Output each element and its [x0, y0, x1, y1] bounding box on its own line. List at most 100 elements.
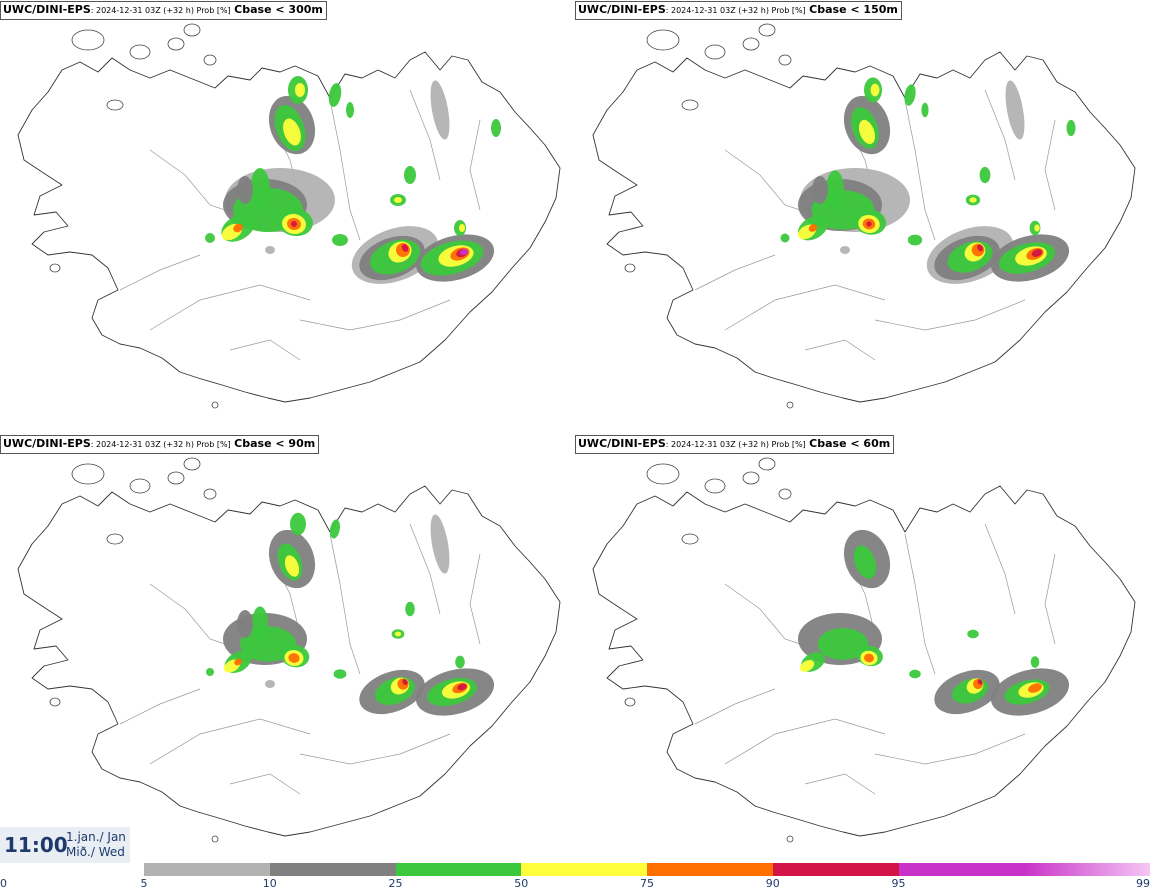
colorbar-segment	[144, 863, 271, 876]
district-boundary	[904, 533, 936, 675]
island	[106, 99, 124, 111]
colorbar-tick-label: 90	[765, 877, 780, 890]
probability-area	[921, 102, 929, 118]
iceland-map-300m	[17, 23, 561, 409]
island	[129, 44, 151, 60]
probability-area	[870, 83, 880, 97]
island	[704, 44, 726, 60]
district-boundary	[469, 119, 481, 211]
colorbar-tick-label: 75	[640, 877, 654, 890]
district-boundary	[904, 99, 936, 241]
district-boundary	[409, 89, 441, 181]
probability-area	[457, 683, 467, 691]
probability-area	[826, 170, 844, 210]
district-boundary	[724, 284, 886, 331]
district-boundary	[409, 523, 441, 615]
colorbar-segment	[898, 863, 1025, 876]
colorbar-segment	[647, 863, 774, 876]
colorbar-tick-label: 25	[388, 877, 403, 890]
island	[681, 99, 699, 111]
probability-area	[808, 224, 818, 232]
probability-area	[858, 119, 876, 145]
probability-area	[265, 680, 275, 688]
probability-area	[853, 545, 877, 579]
iceland-map-90m	[17, 457, 561, 843]
probability-area	[237, 610, 253, 638]
probability-area	[332, 234, 348, 246]
probability-area	[812, 176, 828, 204]
probability-area	[233, 223, 243, 233]
map-panel-60m: UWC/DINI-EPS: 2024-12-31 03Z (+32 h) Pro…	[575, 434, 1150, 871]
probability-area	[1005, 80, 1025, 140]
probability-area	[250, 168, 270, 212]
probability-area	[977, 244, 983, 252]
island	[71, 29, 105, 51]
district-boundary	[984, 523, 1016, 615]
district-boundary	[149, 284, 311, 331]
colorbar-tick-label: 99	[1136, 877, 1150, 890]
island	[646, 29, 680, 51]
island	[742, 37, 760, 51]
probability-area	[840, 246, 850, 254]
iceland-map-60m	[592, 457, 1136, 843]
panel-title: UWC/DINI-EPS: 2024-12-31 03Z (+32 h) Pro…	[0, 435, 320, 454]
probability-area	[234, 658, 242, 666]
probability-area	[402, 678, 408, 686]
probability-area	[799, 660, 815, 672]
district-boundary	[804, 339, 876, 361]
probability-area	[979, 166, 991, 184]
island	[704, 478, 726, 494]
probability-area	[780, 233, 790, 243]
probability-area	[283, 118, 301, 146]
probability-area	[346, 102, 354, 118]
colorbar-segment	[395, 863, 522, 876]
probability-area	[817, 628, 869, 660]
probability-area	[1028, 683, 1042, 693]
probability-area	[459, 224, 465, 232]
island	[49, 697, 61, 707]
island	[49, 263, 61, 273]
district-boundary	[804, 773, 876, 795]
colorbar-tick-label: 5	[140, 877, 148, 890]
probability-area	[265, 246, 275, 254]
colorbar-segment	[772, 863, 899, 876]
probability-area	[866, 221, 872, 227]
colorbar-segment	[1024, 863, 1150, 876]
district-boundary	[299, 733, 451, 765]
district-boundary	[874, 299, 1026, 331]
probability-area	[904, 84, 916, 106]
district-boundary	[984, 89, 1016, 181]
probability-area	[401, 244, 409, 252]
district-boundary	[469, 553, 481, 645]
probability-area	[394, 631, 402, 637]
island	[786, 401, 794, 409]
probability-area	[394, 197, 402, 203]
colorbar-segment	[269, 863, 396, 876]
probability-area	[977, 679, 983, 685]
probability-area	[333, 669, 347, 679]
map-panel-300m: UWC/DINI-EPS: 2024-12-31 03Z (+32 h) Pro…	[0, 0, 575, 437]
island	[167, 37, 185, 51]
probability-area	[969, 197, 977, 203]
district-boundary	[329, 99, 361, 241]
island	[183, 457, 201, 471]
island	[758, 23, 776, 37]
district-boundary	[1044, 119, 1056, 211]
probability-area	[252, 606, 268, 642]
colorbar-tick-label: 95	[891, 877, 906, 890]
island	[646, 463, 680, 485]
island	[106, 533, 124, 545]
iceland-map-150m	[592, 23, 1136, 409]
map-panel-90m: UWC/DINI-EPS: 2024-12-31 03Z (+32 h) Pro…	[0, 434, 575, 871]
island	[778, 54, 792, 66]
probability-area	[907, 234, 923, 246]
probability-area	[967, 629, 979, 639]
probability-colorbar	[144, 863, 1150, 876]
probability-area	[455, 655, 465, 669]
island	[203, 488, 217, 500]
island	[211, 401, 219, 409]
island	[129, 478, 151, 494]
probability-area	[404, 166, 416, 184]
island	[203, 54, 217, 66]
island	[681, 533, 699, 545]
